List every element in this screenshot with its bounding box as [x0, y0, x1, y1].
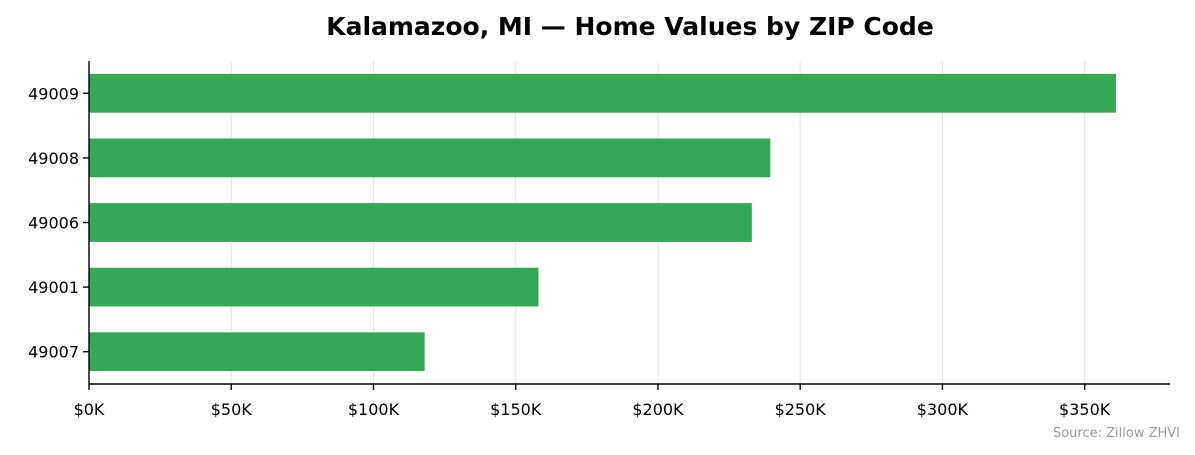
x-tick-label: $50K [211, 400, 253, 419]
x-tick-label: $150K [490, 400, 542, 419]
bar-49001 [89, 267, 539, 307]
y-tick-label: 49001 [28, 278, 79, 297]
y-tick-label: 49008 [28, 149, 79, 168]
x-tick-label: $350K [1059, 400, 1111, 419]
y-tick-label: 49009 [28, 84, 79, 103]
bar-49007 [89, 332, 425, 372]
bar-49009 [89, 73, 1116, 113]
x-tick-label: $0K [74, 400, 105, 419]
bar-49006 [89, 203, 752, 242]
x-axis-ticks: $0K $50K $100K $150K $200K $250K $300K $350K [74, 384, 1111, 419]
bars [89, 73, 1116, 372]
y-tick-label: 49006 [28, 214, 79, 233]
chart-title: Kalamazoo, MI — Home Values by ZIP Code [326, 12, 934, 41]
y-axis-ticks: 49009 49008 49006 49001 49007 [28, 84, 89, 362]
x-tick-label: $100K [348, 400, 400, 419]
x-tick-label: $200K [632, 400, 684, 419]
x-tick-label: $300K [917, 400, 969, 419]
y-tick-label: 49007 [28, 343, 79, 362]
bar-49008 [89, 138, 771, 178]
x-tick-label: $250K [775, 400, 827, 419]
source-note: Source: Zillow ZHVI [1053, 426, 1180, 441]
